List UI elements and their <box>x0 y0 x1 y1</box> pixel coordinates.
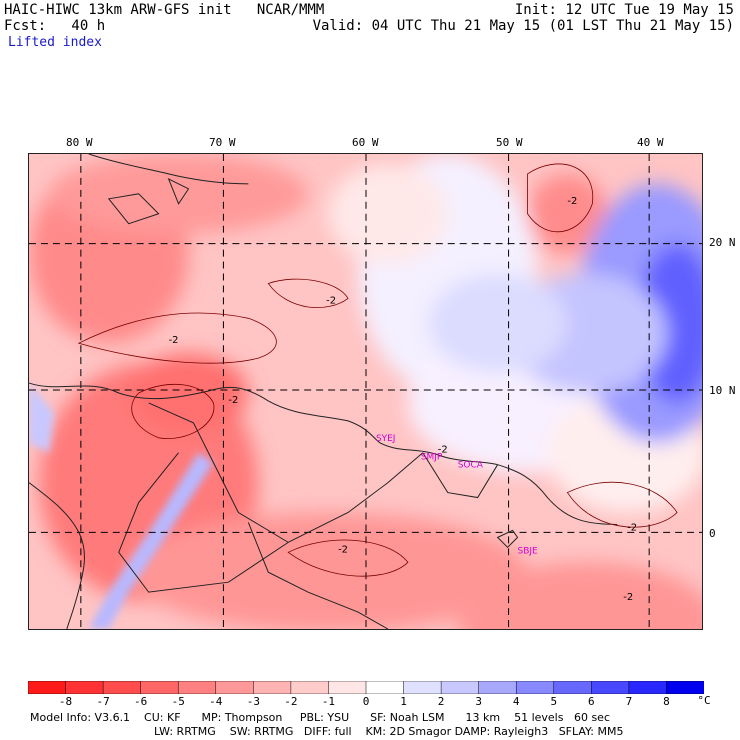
contour-line <box>527 163 594 233</box>
field-region <box>457 562 702 629</box>
colorbar-tick-label: -4 <box>209 695 223 708</box>
lon-label-70w: 70 W <box>209 136 236 149</box>
contour-label: -2 <box>228 395 238 406</box>
colorbar-swatch <box>102 681 142 694</box>
colorbar-swatch <box>628 681 668 694</box>
contour-label: -2 <box>338 544 348 555</box>
border <box>422 452 499 499</box>
model-info-line2: LW: RRTMG SW: RRTMG DIFF: full KM: 2D Sm… <box>154 725 624 738</box>
colorbar-swatch <box>666 681 704 694</box>
colorbar-tick-label: -6 <box>134 695 148 708</box>
colorbar-swatch <box>553 681 593 694</box>
colorbar-tick-label: 5 <box>550 695 558 708</box>
contour-label: -2 <box>623 592 633 603</box>
colorbar-swatch <box>403 681 442 694</box>
contour-line <box>287 539 409 577</box>
colorbar-swatch <box>215 681 255 694</box>
colorbar-tick-label: 4 <box>512 695 520 708</box>
colorbar-unit: °C <box>697 694 711 707</box>
field-region <box>48 154 309 234</box>
model-info-line1: Model Info: V3.6.1 CU: KF MP: Thompson P… <box>30 711 610 724</box>
valid-time: Valid: 04 UTC Thu 21 May 15 (01 LST Thu … <box>312 18 734 34</box>
field-region <box>88 452 214 629</box>
colorbar-swatch <box>591 681 630 694</box>
island <box>107 193 160 225</box>
site-label-soca: SOCA <box>458 461 484 471</box>
field-region <box>128 512 528 629</box>
island <box>167 177 190 205</box>
colorbar-swatch <box>478 681 517 694</box>
site-label-syej: SYEJ <box>376 434 395 444</box>
colorbar-tick-label: -7 <box>96 695 110 708</box>
contour-line <box>267 278 349 309</box>
field-region <box>29 383 54 453</box>
site-label-sbje: SBJE <box>518 546 538 556</box>
contour-label: -2 <box>567 196 577 207</box>
contour-label: -2 <box>438 445 448 456</box>
colorbar-tick-label: -2 <box>284 695 298 708</box>
field-region <box>527 173 608 254</box>
colorbar-tick-label: 6 <box>588 695 595 708</box>
colorbar-swatch <box>515 681 555 694</box>
colorbar-tick-label: -1 <box>321 695 336 708</box>
colorbar-swatch <box>28 681 67 694</box>
contour-line <box>77 312 277 364</box>
field-region <box>427 273 568 374</box>
colorbar-tick-label: 1 <box>400 695 407 708</box>
field-region <box>328 163 448 264</box>
lat-label-10n: 10 N <box>709 384 736 397</box>
field-name: Lifted index <box>8 35 102 50</box>
lifted-index-map: -2 -2 -2 -2 -2 -2 -2 -2 SYEJ SMJP SOCA S… <box>28 153 703 630</box>
contour-label: -2 <box>627 522 637 533</box>
forecast-hour: Fcst: 40 h <box>4 18 106 34</box>
colorbar-swatch <box>140 681 179 694</box>
border <box>247 522 389 629</box>
colorbar-tick-label: 3 <box>475 695 482 708</box>
init-time: Init: 12 UTC Tue 19 May 15 <box>514 2 734 18</box>
colorbar-tick-label: -3 <box>246 695 260 708</box>
colorbar-tick-label: 2 <box>437 695 445 708</box>
colorbar <box>28 681 704 694</box>
colorbar-tick-label: 8 <box>663 695 670 708</box>
border <box>148 402 424 543</box>
colorbar-tick-label: 0 <box>362 695 370 708</box>
island <box>496 529 519 549</box>
border <box>118 452 289 593</box>
colorbar-swatch <box>365 681 405 694</box>
field-region <box>128 353 249 433</box>
colorbar-swatch <box>440 681 480 694</box>
coastline <box>88 154 249 185</box>
colorbar-swatch <box>65 681 104 694</box>
lon-label-80w: 80 W <box>66 136 93 149</box>
colorbar-tick-label: 7 <box>625 695 633 708</box>
lon-label-60w: 60 W <box>352 136 379 149</box>
colorbar-swatch <box>177 681 217 694</box>
contour-line <box>566 481 678 528</box>
lon-label-40w: 40 W <box>637 136 664 149</box>
chart-title: HAIC-HIWC 13km ARW-GFS init NCAR/MMM <box>4 2 325 18</box>
colorbar-tick-label: -5 <box>171 695 185 708</box>
colorbar-swatch <box>290 681 330 694</box>
colorbar-tick-label: -8 <box>58 695 73 708</box>
contour-line <box>131 383 215 439</box>
lat-label-0: 0 <box>709 527 716 540</box>
lat-label-20n: 20 N <box>709 236 736 249</box>
coastline <box>29 382 618 525</box>
coastline <box>29 482 85 629</box>
colorbar-swatch <box>253 681 292 694</box>
contour-label: -2 <box>169 335 179 346</box>
contour-label: -2 <box>326 295 336 306</box>
site-label-smjp: SMJP <box>421 453 443 463</box>
lon-label-50w: 50 W <box>496 136 523 149</box>
colorbar-swatch <box>328 681 367 694</box>
